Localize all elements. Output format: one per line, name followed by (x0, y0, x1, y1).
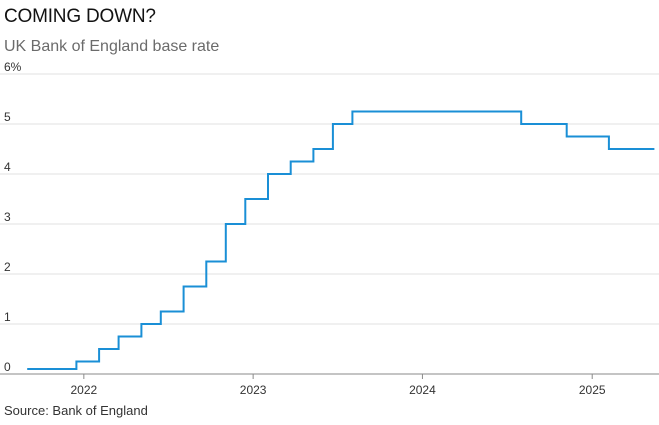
y-tick-label: 5 (4, 110, 11, 124)
y-tick-label: 6% (4, 60, 22, 74)
x-axis: 2022 2023 2024 2025 (70, 374, 606, 397)
y-tick-labels: 0 1 2 3 4 5 6% (4, 60, 22, 374)
x-tick-label: 2022 (70, 383, 97, 397)
y-tick-label: 4 (4, 160, 11, 174)
series-layer (27, 110, 655, 370)
x-tick-label: 2025 (579, 383, 606, 397)
source-note: Source: Bank of England (4, 403, 148, 418)
y-tick-label: 1 (4, 310, 11, 324)
x-tick-label: 2023 (240, 383, 267, 397)
rate-step-line (27, 110, 655, 370)
chart-title: COMING DOWN? (4, 6, 156, 27)
x-tick-label: 2024 (409, 383, 436, 397)
y-tick-label: 0 (4, 360, 11, 374)
y-tick-label: 3 (4, 210, 11, 224)
gridlines (0, 73, 659, 375)
chart-subtitle: UK Bank of England base rate (4, 38, 220, 55)
y-tick-label: 2 (4, 260, 11, 274)
